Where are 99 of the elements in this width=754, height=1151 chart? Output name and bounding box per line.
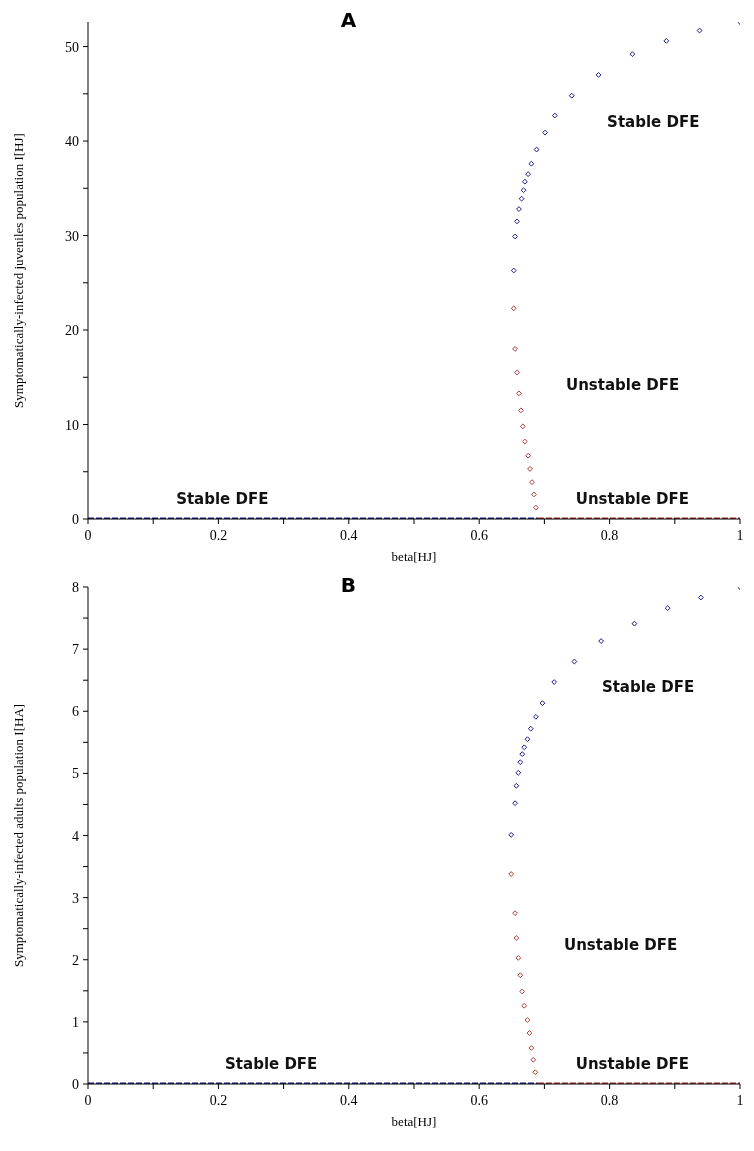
point	[598, 638, 605, 644]
point	[697, 594, 704, 601]
point	[518, 407, 524, 414]
point	[527, 466, 533, 472]
point	[516, 206, 522, 212]
x-tick-label: 0.6	[470, 1093, 488, 1108]
point	[508, 871, 515, 877]
chart-title: A	[339, 8, 358, 32]
point	[528, 160, 535, 167]
point	[519, 988, 526, 995]
x-tick-label: 0.8	[600, 528, 619, 543]
point	[513, 935, 520, 941]
annotation: Unstable DFE	[575, 1055, 690, 1074]
point	[512, 233, 518, 240]
point	[527, 725, 534, 732]
point	[515, 769, 522, 776]
point	[516, 390, 522, 397]
point	[521, 744, 528, 751]
point	[519, 423, 526, 430]
y-tick-label: 1	[72, 1014, 79, 1030]
point	[551, 679, 558, 685]
point	[539, 700, 546, 707]
annotation: Stable DFE	[607, 112, 700, 131]
point	[663, 38, 670, 44]
point	[520, 187, 527, 194]
point	[542, 129, 548, 136]
annotation: Stable DFE	[176, 490, 269, 509]
y-tick-label: 6	[72, 704, 79, 720]
point	[517, 972, 524, 979]
y-axis-title: Symptomatically-infected juveniles population I[HJ]	[10, 133, 26, 408]
y-tick-label: 8	[72, 580, 79, 595]
point	[533, 146, 540, 153]
point	[508, 831, 515, 838]
y-axis-title: Symptomatically-infected adults population I[HA]	[10, 703, 26, 968]
x-tick-label: 0.2	[209, 1093, 228, 1108]
point	[629, 51, 636, 58]
point	[526, 1030, 533, 1036]
x-axis-title: beta[HJ]	[391, 1114, 437, 1129]
point	[521, 178, 528, 185]
point	[595, 72, 602, 78]
y-tick-label: 40	[65, 134, 79, 150]
x-tick-label: 0	[84, 528, 92, 543]
annotation: Stable DFE	[225, 1055, 318, 1074]
point	[518, 195, 525, 202]
point	[568, 92, 575, 99]
x-tick-label: 0.6	[470, 528, 488, 543]
y-tick-label: 7	[72, 642, 79, 658]
point	[531, 491, 537, 498]
point	[664, 605, 671, 612]
y-tick-label: 3	[72, 890, 79, 906]
point	[510, 267, 517, 274]
x-tick-label: 0	[84, 1093, 92, 1108]
y-tick-label: 5	[72, 766, 79, 782]
x-tick-label: 1	[736, 1093, 744, 1108]
annotation: Unstable DFE	[564, 936, 678, 955]
y-tick-label: 50	[65, 39, 79, 55]
point	[524, 1017, 531, 1023]
point	[510, 305, 517, 312]
point	[521, 438, 528, 445]
x-tick-label: 0.2	[209, 528, 228, 543]
point	[533, 504, 539, 511]
x-tick-label: 0.4	[340, 528, 358, 543]
point	[528, 1045, 535, 1051]
point	[532, 1069, 539, 1076]
point	[514, 369, 520, 376]
point	[524, 736, 531, 743]
x-tick-label: 1	[736, 528, 744, 543]
y-tick-label: 30	[65, 228, 79, 244]
y-tick-label: 2	[72, 952, 79, 968]
annotation: Unstable DFE	[575, 490, 690, 509]
y-tick-label: 0	[72, 512, 79, 527]
point	[517, 759, 524, 766]
x-tick-label: 0.8	[600, 1093, 619, 1108]
y-tick-label: 0	[72, 1077, 79, 1092]
point	[513, 782, 520, 789]
point	[551, 112, 558, 119]
y-tick-label: 10	[65, 417, 79, 433]
point	[512, 800, 518, 807]
point	[525, 171, 531, 178]
point	[512, 346, 518, 352]
point	[529, 479, 535, 486]
y-tick-label: 4	[72, 828, 79, 844]
point	[521, 1002, 528, 1009]
point	[519, 751, 526, 758]
point	[631, 620, 638, 627]
point	[514, 218, 520, 225]
annotation: Unstable DFE	[565, 376, 680, 395]
point	[571, 658, 578, 665]
point	[525, 452, 531, 459]
point	[533, 713, 539, 720]
point	[512, 910, 518, 917]
annotation: Stable DFE	[601, 677, 695, 696]
y-tick-label: 20	[65, 323, 79, 339]
x-axis-title: beta[HJ]	[391, 549, 437, 564]
point	[515, 954, 522, 961]
chart-title: B	[340, 573, 357, 597]
point	[696, 27, 703, 34]
x-tick-label: 0.4	[340, 1093, 358, 1108]
point	[530, 1056, 537, 1063]
